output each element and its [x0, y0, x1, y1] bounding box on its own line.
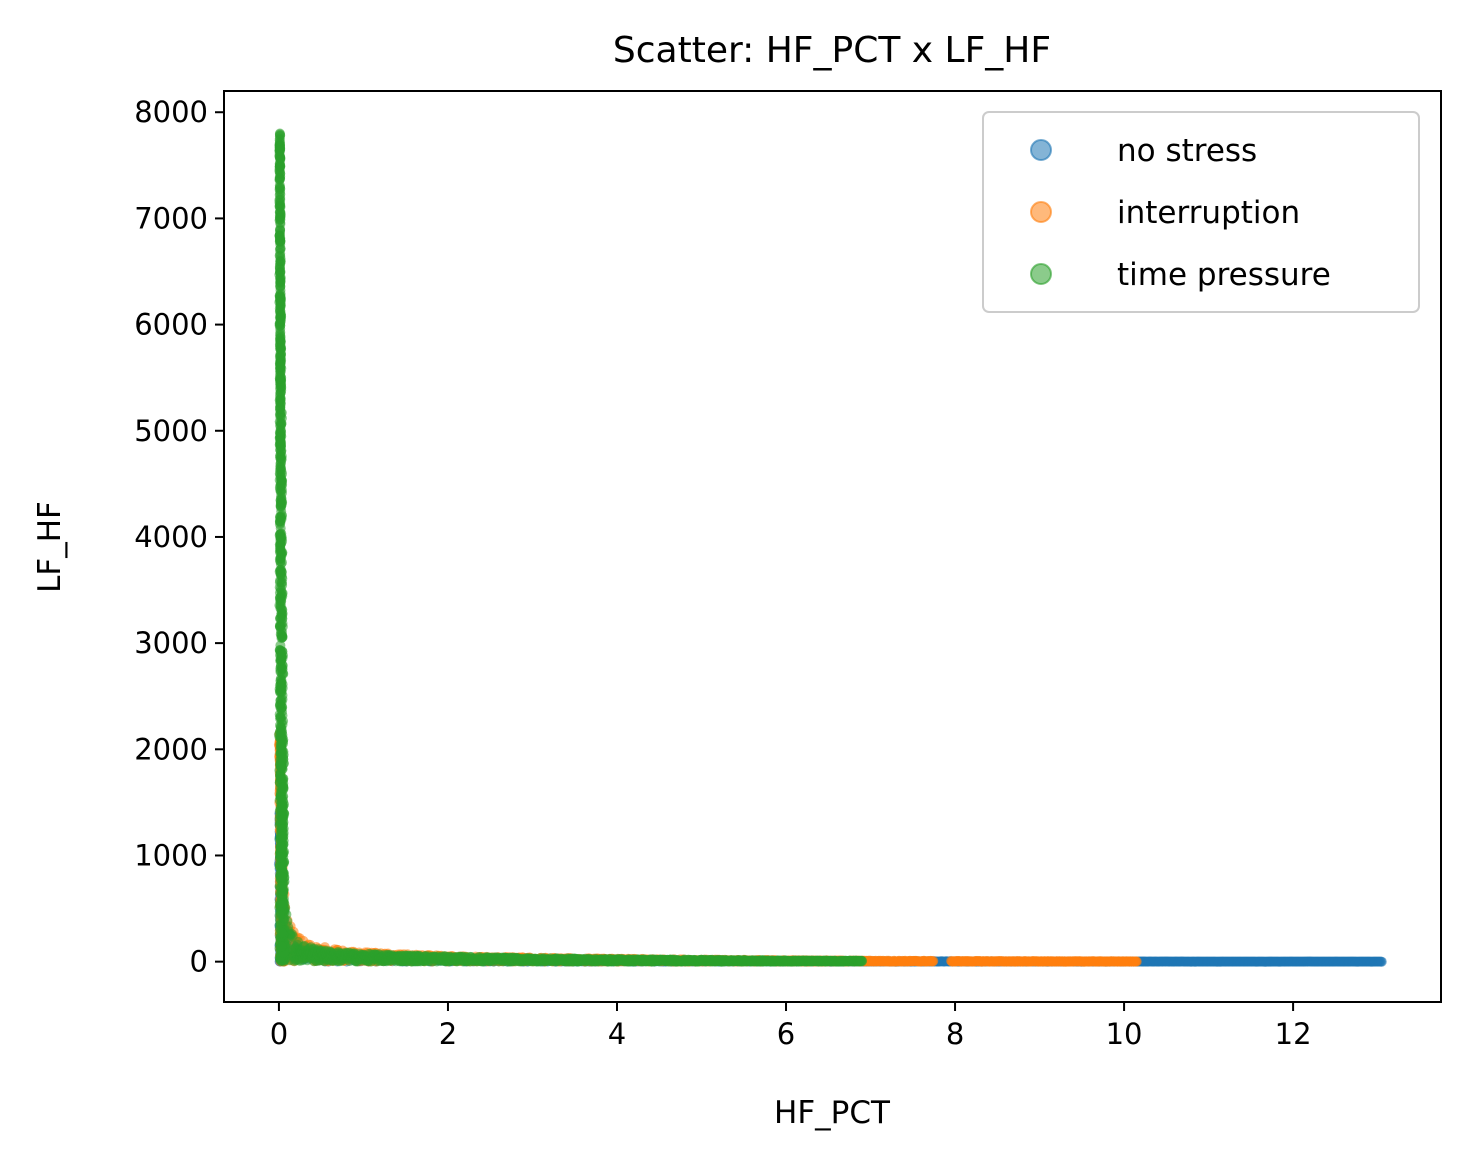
data-point — [928, 955, 939, 966]
data-point — [1131, 956, 1142, 967]
points-layer — [273, 128, 1387, 967]
data-point — [857, 955, 868, 966]
data-point — [1376, 956, 1387, 967]
series-time-pressure — [273, 128, 868, 967]
chart-title: Scatter: HF_PCT x LF_HF — [613, 30, 1051, 71]
